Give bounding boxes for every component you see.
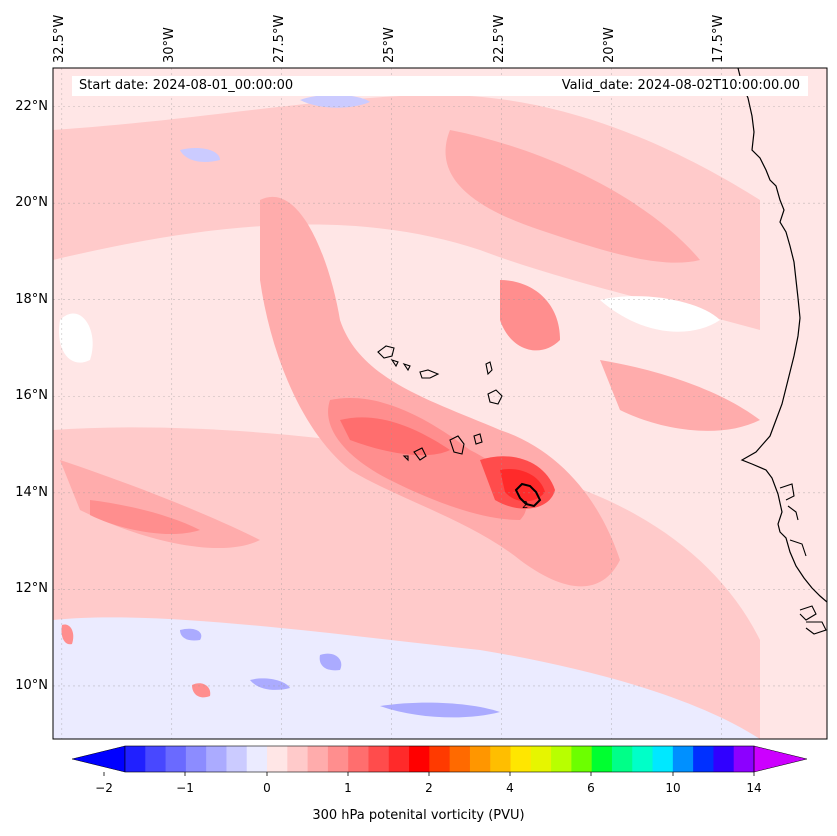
colorbar-swatch xyxy=(145,746,167,772)
pv-region-17 xyxy=(250,678,290,690)
lat-tick-label: 20°N xyxy=(15,195,48,211)
pv-region-9 xyxy=(340,417,450,456)
colorbar-swatch xyxy=(571,746,593,772)
pv-region-4 xyxy=(600,360,760,431)
pv-region-11 xyxy=(500,469,545,502)
colorbar-tick-label: −1 xyxy=(176,781,194,795)
colorbar-tick-label: 10 xyxy=(665,781,681,795)
colorbar-swatch xyxy=(327,746,349,772)
colorbar-swatch xyxy=(469,746,491,772)
colorbar-swatch xyxy=(185,746,207,772)
pv-region-8 xyxy=(90,500,200,535)
colorbar-swatch xyxy=(368,746,390,772)
colorbar-swatch xyxy=(348,746,369,772)
colorbar-tick-label: 6 xyxy=(587,781,595,795)
african-coastline xyxy=(737,68,827,603)
colorbar-swatch xyxy=(530,746,552,772)
colorbar xyxy=(71,745,808,776)
pv-region-12 xyxy=(53,617,760,739)
lon-tick-label: 20°W xyxy=(601,27,617,63)
colorbar-tick-label: 1 xyxy=(344,781,352,795)
pv-region-19 xyxy=(192,683,211,698)
colorbar-swatch xyxy=(388,746,410,772)
lon-tick-label: 32.5°W xyxy=(51,14,67,63)
colorbar-tick-label: 4 xyxy=(506,781,514,795)
pv-field xyxy=(53,94,760,739)
pv-region-16 xyxy=(319,653,342,671)
pv-region-0 xyxy=(53,94,760,330)
colorbar-swatch xyxy=(307,746,329,772)
pv-2-contour xyxy=(514,482,542,508)
colorbar-swatch xyxy=(672,746,694,772)
lat-tick-label: 10°N xyxy=(15,677,48,693)
pv-region-15 xyxy=(380,702,500,718)
lon-tick-label: 27.5°W xyxy=(271,14,287,63)
colorbar-swatch xyxy=(611,746,633,772)
pv-region-22 xyxy=(600,296,720,332)
pv-region-20 xyxy=(61,624,74,645)
colorbar-swatch xyxy=(226,746,248,772)
gridlines xyxy=(53,68,827,739)
colorbar-swatch xyxy=(733,746,755,772)
colorbar-frame xyxy=(124,745,755,773)
colorbar-swatch xyxy=(125,746,146,772)
pv-region-18 xyxy=(180,628,202,641)
map-frame xyxy=(52,67,828,740)
colorbar-swatch xyxy=(713,746,735,772)
cape-verde-islands xyxy=(377,345,503,462)
date-info-box xyxy=(72,76,808,96)
lon-tick-label: 30°W xyxy=(161,27,177,63)
lat-tick-label: 12°N xyxy=(15,581,48,597)
colorbar-swatch xyxy=(287,746,309,772)
colorbar-swatch xyxy=(267,746,288,772)
lon-tick-label: 17.5°W xyxy=(711,14,727,63)
colorbar-swatch xyxy=(591,746,613,772)
pv-region-5 xyxy=(60,460,260,549)
colorbar-over-arrow xyxy=(753,745,808,773)
colorbar-tick-label: 14 xyxy=(746,781,762,795)
colorbar-swatch xyxy=(490,746,512,772)
colorbar-swatch xyxy=(551,746,572,772)
lon-tick-label: 25°W xyxy=(381,27,397,63)
coast-inlet xyxy=(779,483,827,635)
colorbar-label: 300 hPa potenital vorticity (PVU) xyxy=(312,808,525,823)
colorbar-swatch xyxy=(165,746,187,772)
colorbar-tick-label: −2 xyxy=(95,781,113,795)
colorbar-tick-label: 2 xyxy=(425,781,433,795)
lat-tick-label: 22°N xyxy=(15,98,48,114)
pv-contour-label: 2 xyxy=(522,500,528,511)
start-date-label: Start date: 2024-08-01_00:00:00 xyxy=(79,78,294,93)
colorbar-swatch xyxy=(246,746,268,772)
colorbar-swatch xyxy=(206,746,227,772)
pv-region-21 xyxy=(59,313,93,363)
pv-region-7 xyxy=(500,280,560,351)
colorbar-swatch xyxy=(409,746,430,772)
pv-region-3 xyxy=(445,130,700,263)
valid-date-label: Valid_date: 2024-08-02T10:00:00.00 xyxy=(561,78,800,93)
colorbar-swatch xyxy=(429,746,451,772)
colorbar-swatch xyxy=(632,746,654,772)
colorbar-swatch xyxy=(510,746,532,772)
colorbar-swatch xyxy=(693,746,714,772)
lat-tick-label: 16°N xyxy=(15,388,48,404)
colorbar-under-arrow xyxy=(71,745,126,773)
colorbar-tick-label: 0 xyxy=(263,781,271,795)
colorbar-swatch xyxy=(449,746,471,772)
pv-region-14 xyxy=(180,148,220,162)
pv-region-13 xyxy=(300,94,370,108)
colorbar-swatch xyxy=(652,746,674,772)
lon-tick-label: 22.5°W xyxy=(491,14,507,63)
lat-tick-label: 18°N xyxy=(15,291,48,307)
lat-tick-label: 14°N xyxy=(15,484,48,500)
